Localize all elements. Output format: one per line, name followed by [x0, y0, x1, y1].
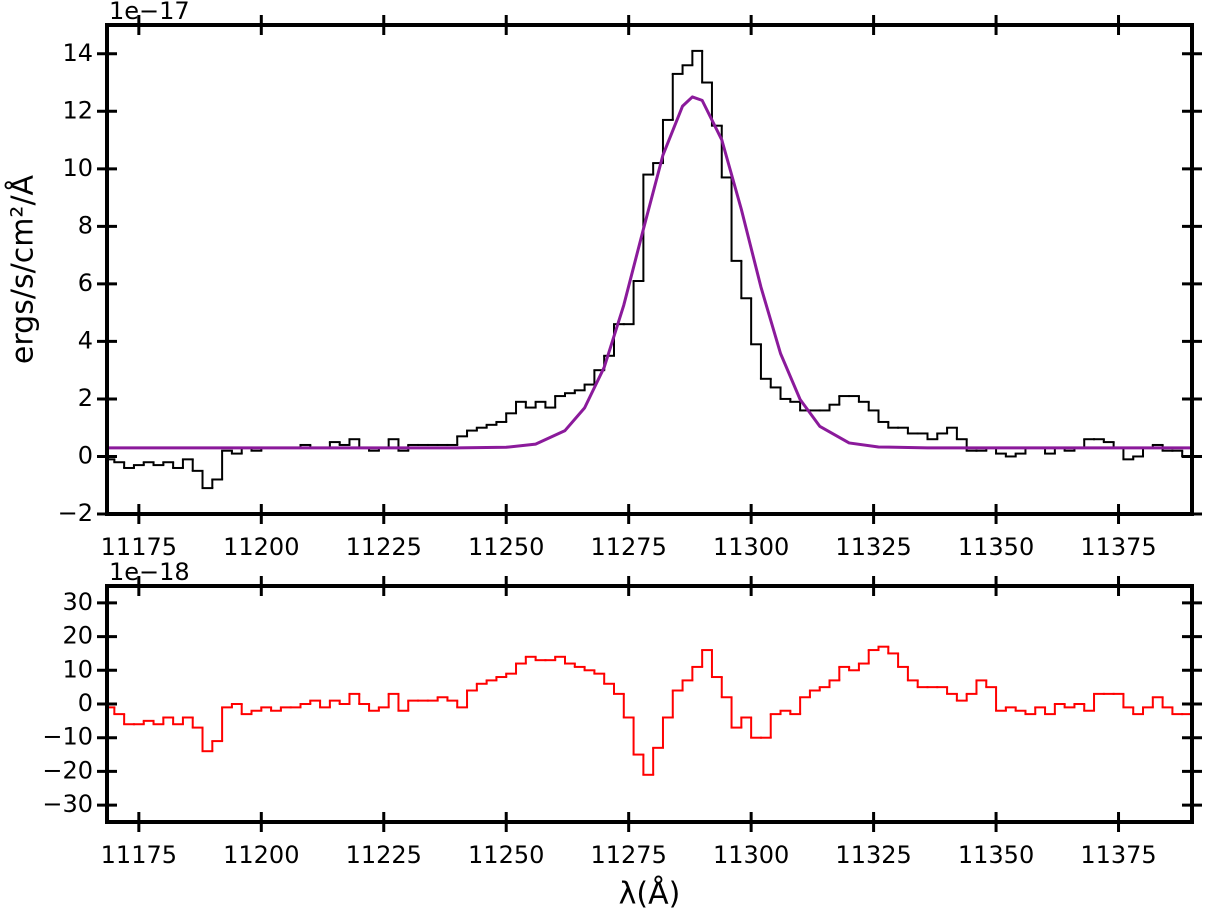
y-tick-label: 30: [62, 588, 93, 616]
plot-frame: [105, 23, 1194, 516]
offset-text: 1e−17: [109, 0, 190, 25]
x-tick-label: 11325: [835, 841, 911, 869]
offset-text: 1e−18: [109, 558, 190, 586]
plot-area: [107, 645, 1192, 776]
x-tick-label: 11225: [346, 533, 422, 561]
y-tick-label: 2: [78, 384, 93, 412]
y-tick-label: −20: [42, 756, 93, 784]
x-axis-label: λ(Å): [619, 876, 681, 912]
y-tick-label: 10: [62, 154, 93, 182]
x-tick-label: 11350: [958, 841, 1034, 869]
y-tick-label: −2: [58, 499, 93, 527]
y-tick-label: 0: [78, 689, 93, 717]
x-tick-label: 11175: [101, 841, 177, 869]
x-tick-label: 11200: [223, 533, 299, 561]
x-tick-label: 11300: [713, 533, 789, 561]
x-tick-label: 11250: [468, 841, 544, 869]
x-tick-label: 11250: [468, 533, 544, 561]
y-tick-label: 6: [78, 269, 93, 297]
y-tick-label: −10: [42, 723, 93, 751]
x-tick-label: 11375: [1080, 533, 1156, 561]
x-tick-label: 11350: [958, 533, 1034, 561]
x-tick-label: 11200: [223, 841, 299, 869]
x-tick-label: 11225: [346, 841, 422, 869]
y-tick-label: 10: [62, 655, 93, 683]
x-tick-label: 11275: [591, 533, 667, 561]
y-axis-label: ergs/s/cm²/Å: [5, 174, 41, 364]
plot-frame: [105, 584, 1194, 824]
x-tick-label: 11300: [713, 841, 789, 869]
x-tick-label: 11325: [835, 533, 911, 561]
y-tick-label: −30: [42, 790, 93, 818]
y-tick-label: 4: [78, 326, 93, 354]
x-tick-label: 11175: [101, 533, 177, 561]
x-tick-label: 11375: [1080, 841, 1156, 869]
model-line: [107, 95, 1192, 450]
y-tick-label: 14: [62, 39, 93, 67]
y-tick-label: 0: [78, 441, 93, 469]
y-tick-label: 20: [62, 622, 93, 650]
y-tick-label: 8: [78, 211, 93, 239]
x-tick-label: 11275: [591, 841, 667, 869]
y-tick-label: 12: [62, 96, 93, 124]
plot-area: [107, 49, 1192, 490]
